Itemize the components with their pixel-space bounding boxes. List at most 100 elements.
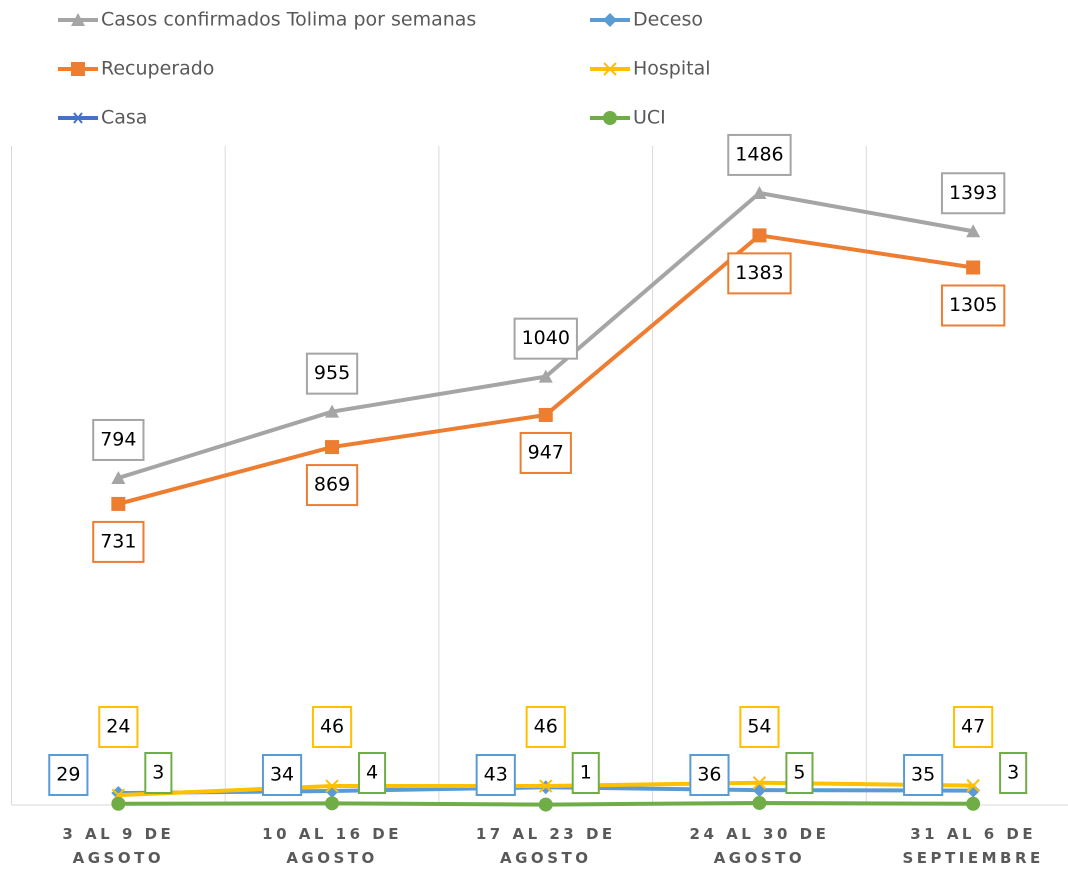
data-label: 24 bbox=[106, 716, 130, 738]
data-label-box bbox=[940, 284, 1006, 327]
data-label-box bbox=[358, 752, 387, 794]
data-label: 5 bbox=[793, 762, 805, 784]
marker bbox=[966, 778, 980, 793]
marker bbox=[752, 228, 767, 243]
x-tick-label: 31 AL 6 DE SEPTIEMBRE bbox=[902, 825, 1044, 867]
data-label: 3 bbox=[152, 762, 164, 784]
marker bbox=[752, 776, 767, 790]
data-label-group: 1486 bbox=[727, 133, 792, 176]
legend-label: UCI bbox=[633, 107, 666, 129]
data-label-box bbox=[311, 706, 353, 748]
data-label-group: 947 bbox=[519, 431, 572, 474]
data-label: 1040 bbox=[522, 327, 570, 349]
marker bbox=[72, 112, 84, 124]
data-label-group: 47 bbox=[953, 706, 994, 748]
data-label: 36 bbox=[697, 764, 721, 786]
data-label-group: 46 bbox=[525, 706, 566, 748]
data-label-box bbox=[475, 754, 516, 796]
marker bbox=[111, 470, 126, 484]
x-tick-label: 10 AL 16 DE AGOSTO bbox=[262, 825, 402, 867]
x-tick-label: 24 AL 30 DE AGOSTO bbox=[689, 825, 830, 867]
data-label-group: 731 bbox=[92, 520, 145, 563]
marker bbox=[966, 796, 981, 811]
data-label-box bbox=[940, 172, 1006, 215]
data-label: 35 bbox=[911, 764, 935, 786]
data-label-box bbox=[98, 706, 139, 748]
data-label-box bbox=[999, 752, 1028, 794]
data-label-group: 869 bbox=[305, 464, 359, 507]
data-label: 955 bbox=[314, 362, 350, 384]
data-label: 3 bbox=[1007, 762, 1019, 784]
marker bbox=[325, 440, 340, 455]
data-label-box bbox=[513, 317, 578, 360]
data-label: 34 bbox=[270, 764, 294, 786]
marker bbox=[966, 224, 981, 238]
data-label-group: 1393 bbox=[940, 172, 1006, 215]
x-tick-label: 17 AL 23 DE AGOSTO bbox=[475, 825, 616, 867]
data-label-group: 1 bbox=[571, 752, 600, 794]
marker bbox=[752, 783, 767, 798]
data-label: 47 bbox=[961, 716, 985, 738]
marker bbox=[538, 797, 553, 812]
data-label-box bbox=[953, 706, 994, 748]
marker bbox=[325, 779, 339, 793]
marker bbox=[966, 260, 981, 275]
data-label-group: 1383 bbox=[727, 252, 792, 295]
data-label-box bbox=[903, 754, 944, 796]
data-label-box bbox=[92, 520, 145, 563]
data-label-box bbox=[727, 133, 792, 176]
marker bbox=[71, 13, 85, 26]
data-label: 1 bbox=[580, 762, 592, 784]
legend-label: Casa bbox=[101, 107, 147, 129]
marker bbox=[603, 13, 617, 27]
data-label-group: 4 bbox=[358, 752, 387, 794]
data-label-box bbox=[144, 752, 173, 794]
data-label-group: 34 bbox=[261, 754, 303, 796]
data-label-group: 3 bbox=[999, 752, 1028, 794]
marker bbox=[752, 795, 767, 810]
legend-label: Recuperado bbox=[101, 58, 214, 80]
data-label-group: 29 bbox=[48, 754, 89, 796]
marker bbox=[538, 369, 553, 383]
marker bbox=[603, 62, 617, 76]
data-label: 794 bbox=[100, 428, 136, 450]
data-label-group: 36 bbox=[689, 754, 730, 796]
legend-label: Casos confirmados Tolima por semanas bbox=[101, 9, 476, 31]
data-label-box bbox=[92, 418, 145, 461]
data-label: 1393 bbox=[949, 182, 997, 204]
data-label-box bbox=[785, 752, 814, 794]
data-label-box bbox=[305, 352, 359, 395]
data-label-group: 5 bbox=[785, 752, 814, 794]
data-label-box bbox=[739, 706, 780, 748]
data-label-group: 1305 bbox=[940, 284, 1006, 327]
data-label-group: 794 bbox=[92, 418, 145, 461]
data-label: 1486 bbox=[735, 143, 783, 165]
data-label: 731 bbox=[100, 530, 136, 552]
data-label: 54 bbox=[747, 716, 771, 738]
data-label: 46 bbox=[534, 716, 558, 738]
data-label-group: 24 bbox=[98, 706, 139, 748]
data-label: 29 bbox=[56, 764, 80, 786]
data-label-group: 955 bbox=[305, 352, 359, 395]
data-label-box bbox=[519, 431, 572, 474]
legend-label: Deceso bbox=[633, 9, 703, 31]
data-label: 4 bbox=[366, 762, 378, 784]
marker bbox=[111, 796, 126, 811]
data-label-group: 46 bbox=[311, 706, 353, 748]
data-label-box bbox=[571, 752, 600, 794]
marker bbox=[538, 407, 553, 422]
marker bbox=[603, 111, 617, 125]
marker bbox=[752, 185, 767, 199]
data-label: 1305 bbox=[949, 294, 997, 316]
legend-label: Hospital bbox=[633, 58, 711, 80]
marker bbox=[325, 796, 340, 811]
data-label-box bbox=[689, 754, 730, 796]
data-label-box bbox=[525, 706, 566, 748]
x-tick-label: 3 AL 9 DE AGSOTO bbox=[62, 825, 175, 867]
data-label-group: 35 bbox=[903, 754, 944, 796]
data-label-box bbox=[261, 754, 303, 796]
marker bbox=[325, 404, 340, 418]
marker bbox=[539, 779, 553, 793]
